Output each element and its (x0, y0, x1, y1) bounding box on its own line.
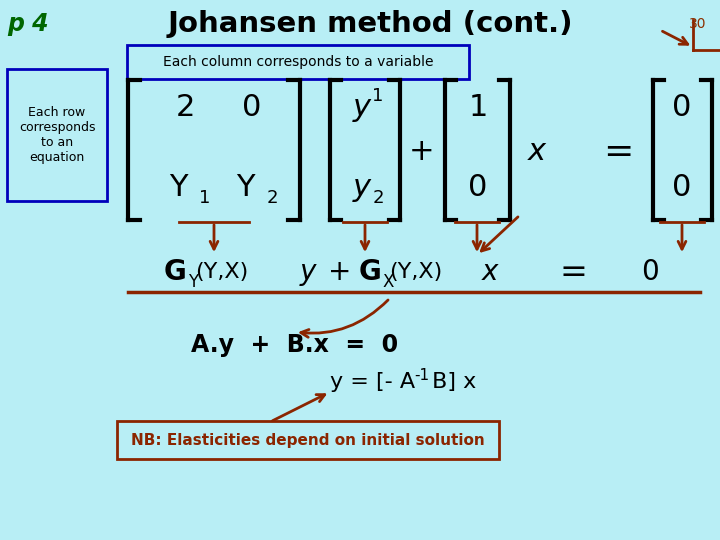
Text: y: y (353, 173, 371, 202)
Text: x: x (528, 138, 546, 166)
FancyBboxPatch shape (7, 69, 107, 201)
Text: y = [- A: y = [- A (330, 372, 415, 392)
Text: X: X (382, 273, 394, 291)
Text: 2: 2 (372, 189, 384, 207)
Text: G: G (163, 258, 186, 286)
Text: 0: 0 (672, 93, 692, 123)
Text: A.y  +  B.x  =  0: A.y + B.x = 0 (192, 333, 399, 357)
Text: 2: 2 (175, 93, 194, 123)
Text: Each column corresponds to a variable: Each column corresponds to a variable (163, 55, 433, 69)
Text: NB: Elasticities depend on initial solution: NB: Elasticities depend on initial solut… (131, 433, 485, 448)
Text: -1: -1 (414, 368, 429, 382)
Text: 1: 1 (372, 87, 384, 105)
Text: Y: Y (168, 173, 187, 202)
Text: p 4: p 4 (7, 12, 49, 36)
Text: =: = (559, 255, 587, 288)
Text: 0: 0 (243, 93, 261, 123)
Text: 0: 0 (468, 173, 487, 202)
Text: Johansen method (cont.): Johansen method (cont.) (167, 10, 572, 38)
FancyBboxPatch shape (127, 45, 469, 79)
Text: +: + (409, 138, 435, 166)
Text: 1: 1 (199, 189, 211, 207)
Text: G: G (359, 258, 382, 286)
Text: (Y,X): (Y,X) (390, 262, 443, 282)
Text: x: x (482, 258, 498, 286)
Text: y: y (300, 258, 316, 286)
Text: (Y,X): (Y,X) (195, 262, 248, 282)
Text: Y: Y (188, 273, 198, 291)
Text: Each row
corresponds
to an
equation: Each row corresponds to an equation (19, 106, 95, 164)
Text: y: y (353, 93, 371, 123)
FancyBboxPatch shape (117, 421, 499, 459)
Text: 1: 1 (468, 93, 487, 123)
Text: 0: 0 (672, 173, 692, 202)
Text: 2: 2 (266, 189, 278, 207)
Text: Y: Y (235, 173, 254, 202)
Text: 0: 0 (641, 258, 659, 286)
Text: =: = (603, 135, 633, 169)
Text: 30: 30 (689, 17, 707, 31)
Text: B] x: B] x (425, 372, 476, 392)
Text: +: + (328, 258, 351, 286)
